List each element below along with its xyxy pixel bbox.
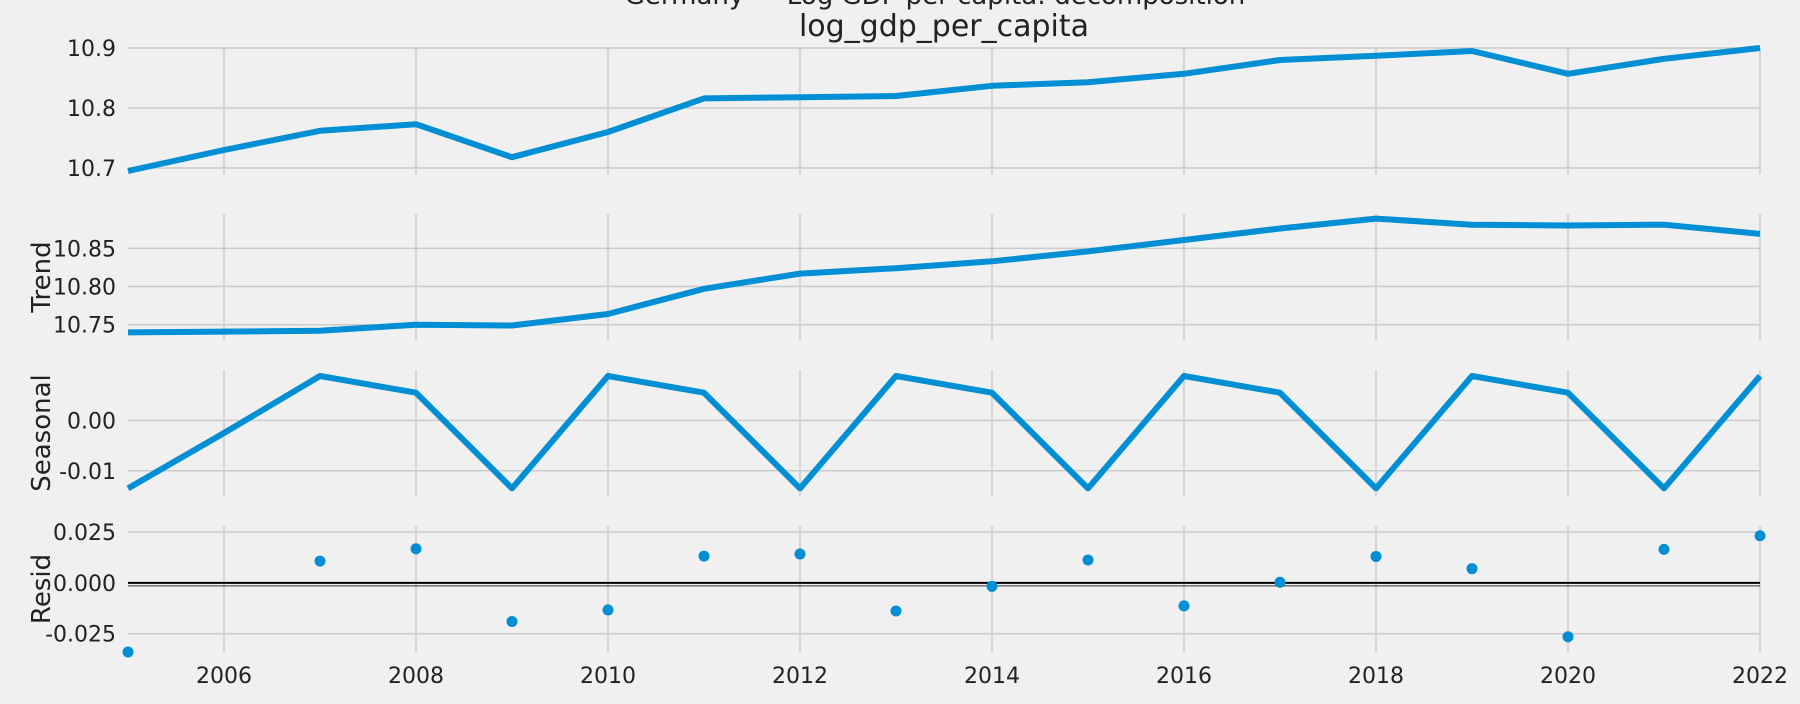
y-axis-label: Trend: [27, 241, 57, 313]
resid-point: [602, 604, 614, 616]
x-tick-label: 2012: [772, 664, 828, 689]
x-tick-label: 2020: [1540, 664, 1596, 689]
y-axis-label: Resid: [27, 554, 57, 624]
resid-point: [506, 616, 518, 628]
y-tick-label: 10.80: [53, 276, 116, 301]
panel-observed: 10.7 10.8 10.9 log_gdp_per_capita: [67, 9, 1761, 182]
x-tick-label: 2014: [964, 664, 1020, 689]
resid-point: [1466, 563, 1478, 575]
resid-point: [1370, 550, 1382, 562]
y-tick-label: 0.00: [67, 409, 116, 434]
y-tick-label: -0.01: [59, 460, 116, 485]
y-tick-label: 10.85: [53, 237, 116, 262]
x-tick-label: 2018: [1348, 664, 1404, 689]
x-tick-label: 2022: [1732, 664, 1788, 689]
y-tick-label: 0.025: [53, 521, 116, 546]
resid-point: [1562, 631, 1574, 643]
resid-point: [410, 543, 422, 555]
series-line-seasonal: [126, 373, 1763, 492]
resid-point: [890, 605, 902, 617]
resid-point: [1178, 600, 1190, 612]
x-tick-label: 2006: [196, 664, 252, 689]
series-line-trend: [127, 215, 1761, 336]
resid-point: [1274, 576, 1286, 588]
resid-point: [986, 580, 998, 592]
resid-point: [1754, 530, 1766, 542]
y-tick-label: 10.7: [67, 157, 116, 182]
resid-point: [1082, 554, 1094, 566]
y-tick-label: 10.9: [67, 37, 116, 62]
y-tick-label: 0.000: [53, 572, 116, 597]
resid-point: [122, 646, 134, 658]
panel-title: log_gdp_per_capita: [799, 9, 1089, 44]
y-tick-label: -0.025: [45, 623, 116, 648]
resid-point: [314, 555, 326, 567]
y-tick-label: 10.8: [67, 97, 116, 122]
series-line-observed: [127, 45, 1761, 174]
x-tick-label: 2008: [388, 664, 444, 689]
figure-suptitle: Germany — Log GDP per capita: decomposit…: [625, 0, 1245, 11]
y-tick-label: 10.75: [53, 314, 116, 339]
x-tick-label: 2010: [580, 664, 636, 689]
y-axis-label: Seasonal: [27, 374, 57, 492]
resid-point: [1658, 543, 1670, 555]
resid-point: [794, 548, 806, 560]
x-tick-label: 2016: [1156, 664, 1212, 689]
resid-point: [698, 550, 710, 562]
